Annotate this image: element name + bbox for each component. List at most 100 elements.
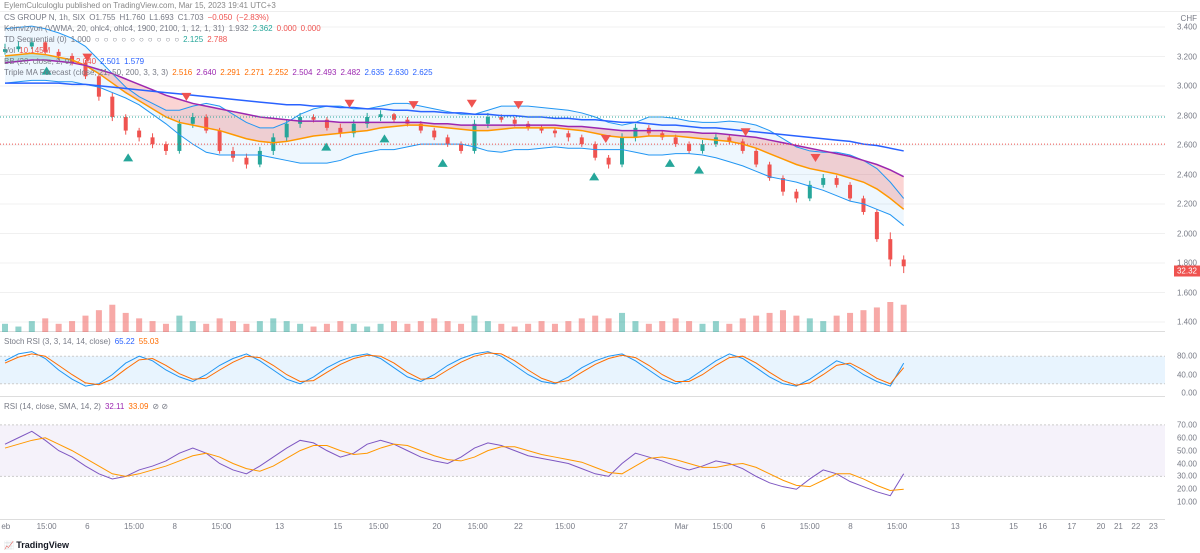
publish-text: EylemCulculoglu published on TradingView… (4, 1, 276, 10)
indicator-value: 2.516 (172, 67, 192, 78)
ohlc-o: O1.755 (89, 12, 115, 23)
indicator-value: 2.625 (413, 67, 433, 78)
indicator-value: 2.252 (268, 67, 288, 78)
last-price-badge: 32.32 (1174, 266, 1200, 277)
price-tick: 2.200 (1177, 200, 1197, 209)
rsi-tick: 60.00 (1177, 433, 1197, 442)
time-tick: eb (1, 522, 10, 531)
symbol-name: CS GROUP N, 1h, SIX (4, 12, 85, 23)
time-tick: 6 (85, 522, 89, 531)
indicator-name: Triple MA Forecast (close, 21, 50, 200, … (4, 67, 168, 78)
rsi-val: 32.11 (105, 402, 124, 411)
dot-icon: ○ (148, 34, 153, 45)
indicator-value: 10.145M (19, 45, 50, 56)
indicator-name: Koinvizyon (VWMA, 20, ohlc4, ohlc4, 1900… (4, 23, 225, 34)
time-tick: 20 (432, 522, 441, 531)
indicator-value: 1.000 (71, 34, 91, 45)
price-tick: 1.600 (1177, 288, 1197, 297)
price-tick: 1.400 (1177, 318, 1197, 327)
time-tick: 15 (1009, 522, 1018, 531)
change-pct: (−2.83%) (236, 12, 269, 23)
rsi-tick: 10.00 (1177, 498, 1197, 507)
stoch-axis: 80.0040.000.00 (1165, 335, 1200, 397)
rsi-label-row: RSI (14, close, SMA, 14, 2) 32.11 33.09 … (4, 402, 168, 411)
brand: TradingView (16, 540, 69, 550)
indicator-row: Koinvizyon (VWMA, 20, ohlc4, ohlc4, 1900… (4, 23, 433, 34)
time-tick: 16 (1038, 522, 1047, 531)
time-tick: 15:00 (887, 522, 907, 531)
indicator-value: 2.493 (316, 67, 336, 78)
indicator-value: 2.040 (76, 56, 96, 67)
indicator-value: 2.271 (244, 67, 264, 78)
indicator-name: BB (20, close, 2, 0) (4, 56, 72, 67)
price-tick: 2.000 (1177, 229, 1197, 238)
footer: 📈 TradingView (0, 538, 1200, 553)
time-tick: 20 (1096, 522, 1105, 531)
indicator-value: 0.000 (301, 23, 321, 34)
time-tick: 15:00 (555, 522, 575, 531)
indicator-value: 2.362 (253, 23, 273, 34)
indicator-value: 2.291 (220, 67, 240, 78)
time-tick: 13 (951, 522, 960, 531)
time-tick: 22 (514, 522, 523, 531)
change: −0.050 (208, 12, 233, 23)
rsi-val2: 33.09 (128, 402, 148, 411)
indicator-name: TD Sequential (0) (4, 34, 67, 45)
indicator-value: 2.640 (196, 67, 216, 78)
indicator-legend: CS GROUP N, 1h, SIX O1.755 H1.760 L1.693… (4, 12, 433, 78)
time-tick: 15:00 (211, 522, 231, 531)
time-tick: 15 (333, 522, 342, 531)
price-tick: 2.600 (1177, 141, 1197, 150)
price-tick: 2.400 (1177, 170, 1197, 179)
time-tick: 17 (1067, 522, 1076, 531)
rsi-icon: ⊘ ⊘ (152, 402, 168, 411)
stoch-tick: 80.00 (1177, 352, 1197, 361)
indicator-value: 0.000 (277, 23, 297, 34)
indicator-value: 2.504 (292, 67, 312, 78)
dot-icon: ○ (112, 34, 117, 45)
dot-icon: ○ (157, 34, 162, 45)
time-tick: 6 (761, 522, 765, 531)
dot-icon: ○ (104, 34, 109, 45)
indicator-value: 2.635 (364, 67, 384, 78)
time-tick: 15:00 (712, 522, 732, 531)
dot-icon: ○ (130, 34, 135, 45)
indicator-value: 2.125 (183, 34, 203, 45)
time-tick: 22 (1131, 522, 1140, 531)
price-tick: 3.400 (1177, 23, 1197, 32)
indicator-value: 2.630 (389, 67, 409, 78)
time-tick: 15:00 (37, 522, 57, 531)
rsi-tick: 30.00 (1177, 472, 1197, 481)
rsi-panel[interactable]: RSI (14, close, SMA, 14, 2) 32.11 33.09 … (0, 400, 1165, 520)
time-tick: 15:00 (124, 522, 144, 531)
rsi-tick: 50.00 (1177, 446, 1197, 455)
indicator-value: 1.932 (229, 23, 249, 34)
rsi-axis: 70.0060.0050.0040.0030.0020.0010.00 (1165, 400, 1200, 520)
time-tick: Mar (675, 522, 689, 531)
time-tick: 15:00 (800, 522, 820, 531)
time-tick: 8 (173, 522, 177, 531)
time-axis: eb 15:00 6 15:00 8 15:00 13 15 15:00 20 15:00 22 15:… (0, 520, 1165, 540)
stoch-rsi-panel[interactable]: Stoch RSI (3, 3, 14, 14, close) 65.22 55… (0, 335, 1165, 397)
tv-logo-icon: 📈 (4, 541, 14, 550)
rsi-tick: 40.00 (1177, 459, 1197, 468)
time-tick: 8 (848, 522, 852, 531)
time-tick: 15:00 (369, 522, 389, 531)
price-tick: 2.800 (1177, 111, 1197, 120)
indicator-row: Vol10.145M (4, 45, 433, 56)
stoch-k: 65.22 (115, 337, 135, 346)
indicator-value: 2.788 (207, 34, 227, 45)
stoch-tick: 0.00 (1181, 389, 1197, 398)
price-tick: 3.000 (1177, 82, 1197, 91)
dot-icon: ○ (165, 34, 170, 45)
dot-icon: ○ (174, 34, 179, 45)
publish-header: EylemCulculoglu published on TradingView… (0, 0, 1200, 12)
indicator-row: Triple MA Forecast (close, 21, 50, 200, … (4, 67, 433, 78)
dot-icon: ○ (139, 34, 144, 45)
stoch-label: Stoch RSI (3, 3, 14, 14, close) (4, 337, 111, 346)
stoch-d: 55.03 (139, 337, 159, 346)
indicator-row: TD Sequential (0)1.000○○○○○○○○○○2.1252.7… (4, 34, 433, 45)
dot-icon: ○ (95, 34, 100, 45)
time-tick: 23 (1149, 522, 1158, 531)
price-axis: CHF 3.4003.2003.0002.8002.6002.4002.2002… (1165, 12, 1200, 332)
